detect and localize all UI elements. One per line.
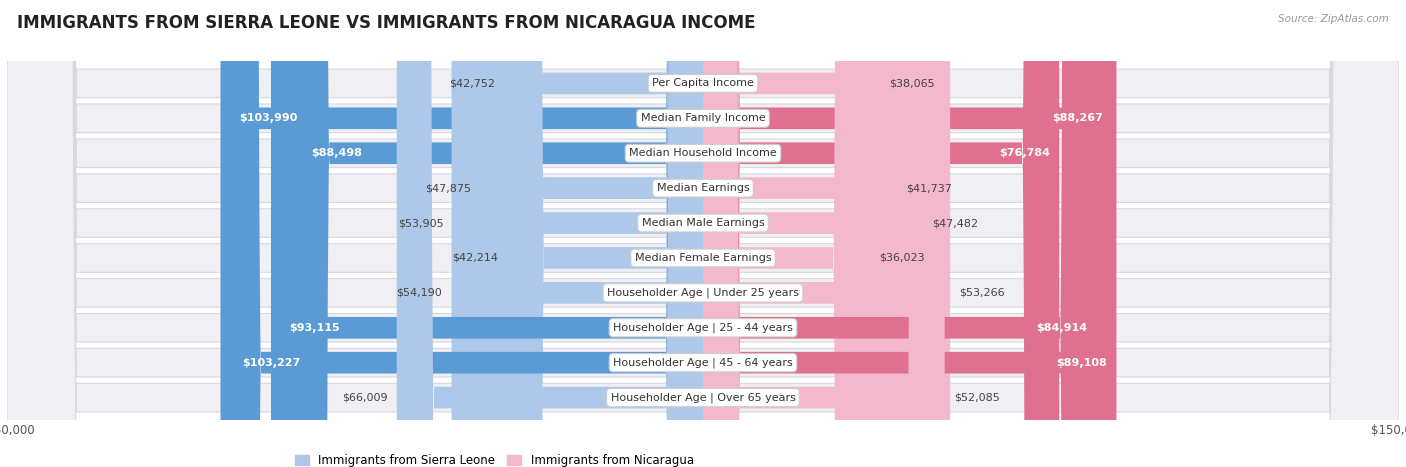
Text: Median Earnings: Median Earnings xyxy=(657,183,749,193)
FancyBboxPatch shape xyxy=(703,0,1059,467)
Text: Median Family Income: Median Family Income xyxy=(641,113,765,123)
Text: $36,023: $36,023 xyxy=(879,253,925,263)
Text: $41,737: $41,737 xyxy=(905,183,952,193)
Text: Per Capita Income: Per Capita Income xyxy=(652,78,754,88)
FancyBboxPatch shape xyxy=(7,0,1399,467)
Text: $42,214: $42,214 xyxy=(451,253,498,263)
Text: Median Male Earnings: Median Male Earnings xyxy=(641,218,765,228)
Text: $38,065: $38,065 xyxy=(889,78,935,88)
Text: $89,108: $89,108 xyxy=(1056,358,1107,368)
Text: Householder Age | 45 - 64 years: Householder Age | 45 - 64 years xyxy=(613,357,793,368)
Text: $88,498: $88,498 xyxy=(311,148,361,158)
Text: IMMIGRANTS FROM SIERRA LEONE VS IMMIGRANTS FROM NICARAGUA INCOME: IMMIGRANTS FROM SIERRA LEONE VS IMMIGRAN… xyxy=(17,14,755,32)
FancyBboxPatch shape xyxy=(224,0,703,467)
FancyBboxPatch shape xyxy=(7,0,1399,467)
FancyBboxPatch shape xyxy=(703,0,1097,467)
FancyBboxPatch shape xyxy=(271,0,703,467)
FancyBboxPatch shape xyxy=(7,0,1399,467)
Text: Source: ZipAtlas.com: Source: ZipAtlas.com xyxy=(1278,14,1389,24)
FancyBboxPatch shape xyxy=(292,0,703,467)
FancyBboxPatch shape xyxy=(7,0,1399,467)
Text: Householder Age | Under 25 years: Householder Age | Under 25 years xyxy=(607,288,799,298)
FancyBboxPatch shape xyxy=(451,0,703,467)
FancyBboxPatch shape xyxy=(7,0,1399,467)
FancyBboxPatch shape xyxy=(481,0,703,467)
Text: $66,009: $66,009 xyxy=(342,393,388,403)
FancyBboxPatch shape xyxy=(7,0,1399,467)
Text: $88,267: $88,267 xyxy=(1052,113,1104,123)
Legend: Immigrants from Sierra Leone, Immigrants from Nicaragua: Immigrants from Sierra Leone, Immigrants… xyxy=(290,449,699,467)
FancyBboxPatch shape xyxy=(703,0,1116,467)
FancyBboxPatch shape xyxy=(703,0,924,467)
Text: $53,905: $53,905 xyxy=(398,218,444,228)
Text: Householder Age | Over 65 years: Householder Age | Over 65 years xyxy=(610,392,796,403)
Text: $52,085: $52,085 xyxy=(953,393,1000,403)
FancyBboxPatch shape xyxy=(505,0,703,467)
Text: $84,914: $84,914 xyxy=(1036,323,1088,333)
FancyBboxPatch shape xyxy=(703,0,950,467)
FancyBboxPatch shape xyxy=(7,0,1399,467)
Text: $42,752: $42,752 xyxy=(450,78,495,88)
Text: $103,227: $103,227 xyxy=(243,358,301,368)
FancyBboxPatch shape xyxy=(703,0,1112,467)
Text: $76,784: $76,784 xyxy=(1000,148,1050,158)
Text: Median Household Income: Median Household Income xyxy=(628,148,778,158)
Text: $53,266: $53,266 xyxy=(959,288,1005,298)
Text: Median Female Earnings: Median Female Earnings xyxy=(634,253,772,263)
FancyBboxPatch shape xyxy=(7,0,1399,467)
FancyBboxPatch shape xyxy=(221,0,703,467)
Text: $93,115: $93,115 xyxy=(290,323,340,333)
FancyBboxPatch shape xyxy=(7,0,1399,467)
Text: $47,482: $47,482 xyxy=(932,218,979,228)
Text: $47,875: $47,875 xyxy=(426,183,471,193)
FancyBboxPatch shape xyxy=(453,0,703,467)
FancyBboxPatch shape xyxy=(703,0,870,467)
FancyBboxPatch shape xyxy=(703,0,945,467)
FancyBboxPatch shape xyxy=(703,0,897,467)
FancyBboxPatch shape xyxy=(508,0,703,467)
Text: $103,990: $103,990 xyxy=(239,113,298,123)
FancyBboxPatch shape xyxy=(703,0,880,467)
Text: Householder Age | 25 - 44 years: Householder Age | 25 - 44 years xyxy=(613,323,793,333)
FancyBboxPatch shape xyxy=(396,0,703,467)
FancyBboxPatch shape xyxy=(7,0,1399,467)
Text: $54,190: $54,190 xyxy=(396,288,443,298)
